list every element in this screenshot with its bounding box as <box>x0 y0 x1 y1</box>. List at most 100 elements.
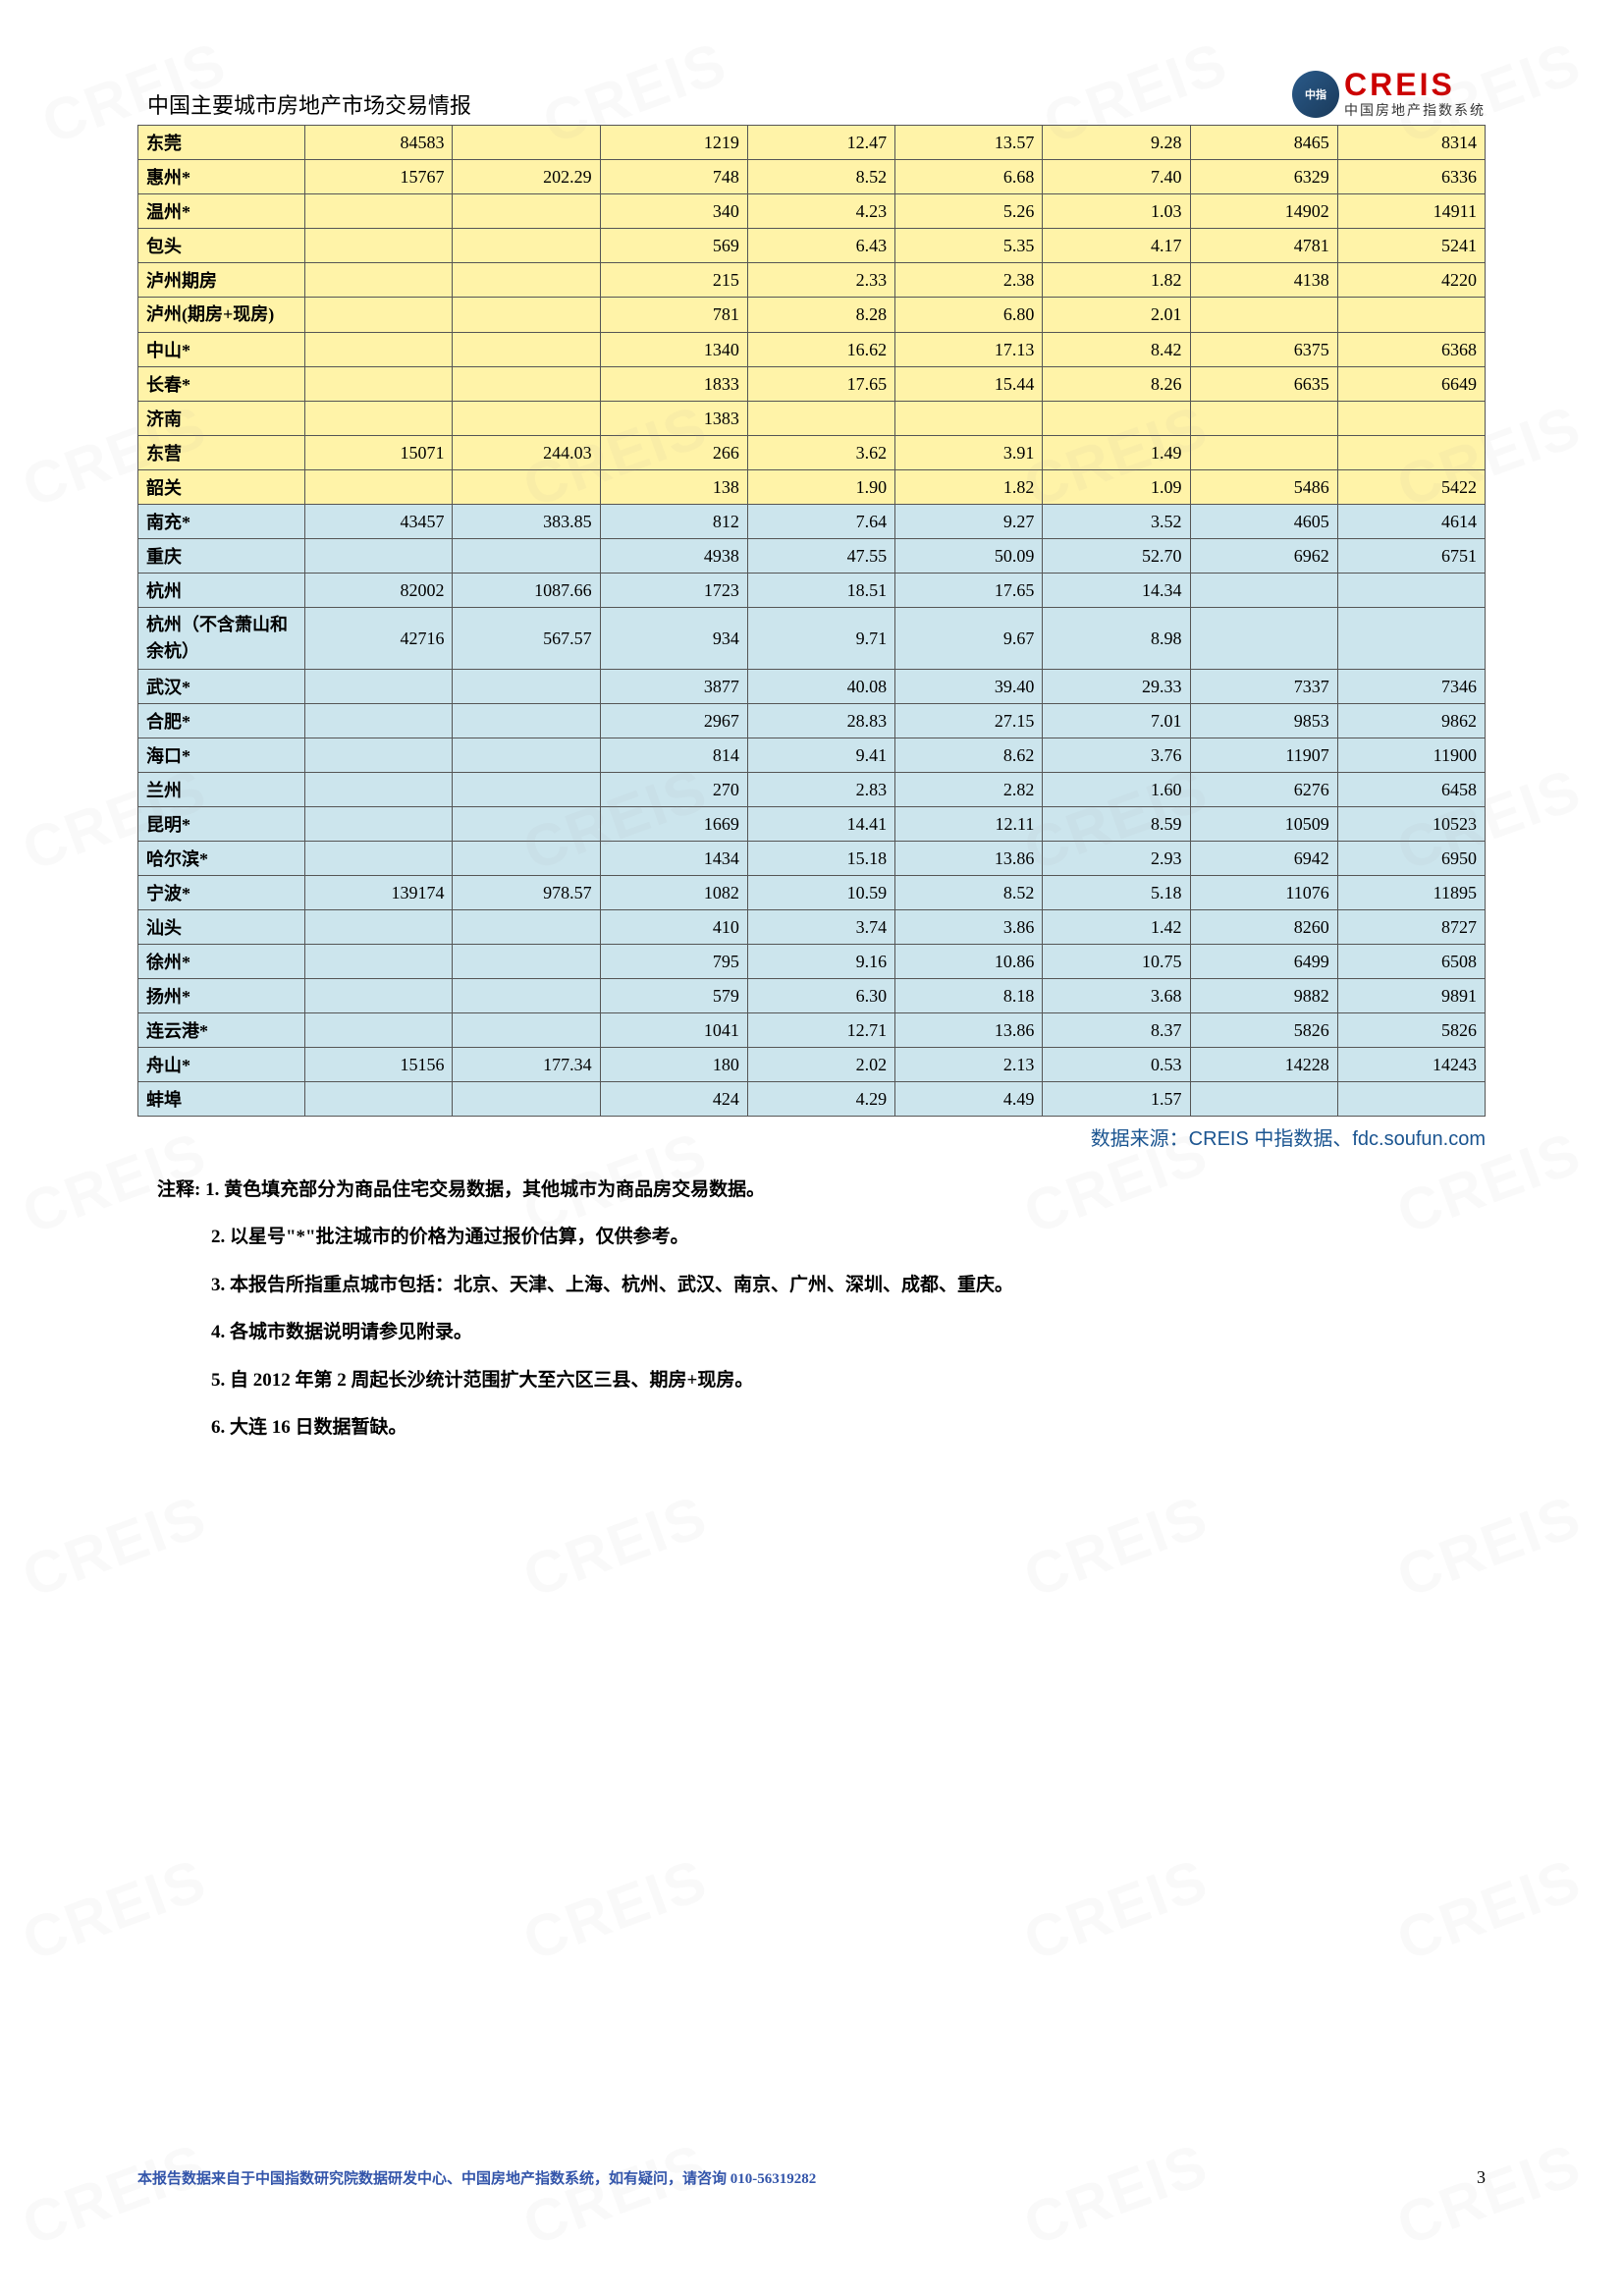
logo-sub: 中国房地产指数系统 <box>1344 100 1486 120</box>
city-name-cell: 兰州 <box>138 773 305 807</box>
data-cell: 28.83 <box>747 704 894 738</box>
data-cell: 10509 <box>1190 807 1337 842</box>
data-cell <box>305 194 453 229</box>
data-cell: 10.75 <box>1043 945 1190 979</box>
data-cell: 4605 <box>1190 505 1337 539</box>
data-cell: 202.29 <box>453 160 600 194</box>
data-cell: 17.13 <box>895 333 1043 367</box>
watermark-icon: CREIS <box>14 1845 215 1974</box>
data-cell: 6458 <box>1337 773 1485 807</box>
data-cell: 18.51 <box>747 574 894 608</box>
data-cell: 579 <box>600 979 747 1013</box>
city-name-cell: 杭州（不含萧山和余杭） <box>138 608 305 670</box>
data-cell: 13.86 <box>895 1013 1043 1048</box>
data-cell: 6329 <box>1190 160 1337 194</box>
data-cell: 12.11 <box>895 807 1043 842</box>
data-cell <box>453 539 600 574</box>
data-cell: 8.62 <box>895 738 1043 773</box>
city-name-cell: 海口* <box>138 738 305 773</box>
data-cell: 3.74 <box>747 910 894 945</box>
data-cell: 47.55 <box>747 539 894 574</box>
data-cell <box>305 229 453 263</box>
data-cell <box>305 842 453 876</box>
data-cell <box>453 229 600 263</box>
data-cell: 14228 <box>1190 1048 1337 1082</box>
table-row: 东莞84583121912.4713.579.2884658314 <box>138 126 1486 160</box>
city-name-cell: 韶关 <box>138 470 305 505</box>
data-cell: 8.59 <box>1043 807 1190 842</box>
table-row: 海口*8149.418.623.761190711900 <box>138 738 1486 773</box>
data-cell: 7.64 <box>747 505 894 539</box>
table-row: 南充*43457383.858127.649.273.5246054614 <box>138 505 1486 539</box>
watermark-icon: CREIS <box>1015 2130 1217 2259</box>
data-cell: 17.65 <box>747 367 894 402</box>
data-cell: 1.82 <box>895 470 1043 505</box>
data-cell: 2.13 <box>895 1048 1043 1082</box>
watermark-icon: CREIS <box>1388 1482 1590 1611</box>
data-cell <box>1043 402 1190 436</box>
data-cell: 13.86 <box>895 842 1043 876</box>
data-cell: 6962 <box>1190 539 1337 574</box>
data-cell: 8.52 <box>747 160 894 194</box>
data-cell: 8314 <box>1337 126 1485 160</box>
data-cell <box>453 738 600 773</box>
data-cell: 138 <box>600 470 747 505</box>
data-cell: 7337 <box>1190 670 1337 704</box>
data-cell: 1383 <box>600 402 747 436</box>
data-cell: 39.40 <box>895 670 1043 704</box>
data-cell: 29.33 <box>1043 670 1190 704</box>
city-name-cell: 昆明* <box>138 807 305 842</box>
data-cell: 266 <box>600 436 747 470</box>
data-cell: 14.34 <box>1043 574 1190 608</box>
data-cell: 215 <box>600 263 747 298</box>
data-cell: 17.65 <box>895 574 1043 608</box>
city-name-cell: 南充* <box>138 505 305 539</box>
city-name-cell: 惠州* <box>138 160 305 194</box>
data-cell: 8.26 <box>1043 367 1190 402</box>
watermark-icon: CREIS <box>1015 1482 1217 1611</box>
data-cell: 42716 <box>305 608 453 670</box>
data-cell: 1041 <box>600 1013 747 1048</box>
data-cell <box>453 704 600 738</box>
data-cell: 3877 <box>600 670 747 704</box>
table-row: 徐州*7959.1610.8610.7564996508 <box>138 945 1486 979</box>
table-row: 合肥*296728.8327.157.0198539862 <box>138 704 1486 738</box>
city-name-cell: 汕头 <box>138 910 305 945</box>
table-row: 兰州2702.832.821.6062766458 <box>138 773 1486 807</box>
city-name-cell: 蚌埠 <box>138 1082 305 1117</box>
data-cell <box>453 298 600 333</box>
data-cell: 340 <box>600 194 747 229</box>
data-cell <box>453 842 600 876</box>
data-cell: 15071 <box>305 436 453 470</box>
data-cell <box>305 402 453 436</box>
watermark-icon: CREIS <box>1388 2130 1590 2259</box>
watermark-icon: CREIS <box>14 2130 215 2259</box>
data-cell: 1082 <box>600 876 747 910</box>
city-name-cell: 宁波* <box>138 876 305 910</box>
watermark-icon: CREIS <box>1015 1845 1217 1974</box>
table-row: 武汉*387740.0839.4029.3373377346 <box>138 670 1486 704</box>
data-cell: 15.44 <box>895 367 1043 402</box>
data-cell <box>305 1013 453 1048</box>
data-cell: 14911 <box>1337 194 1485 229</box>
data-cell: 82002 <box>305 574 453 608</box>
city-name-cell: 东莞 <box>138 126 305 160</box>
city-name-cell: 温州* <box>138 194 305 229</box>
table-row: 济南1383 <box>138 402 1486 436</box>
data-cell: 50.09 <box>895 539 1043 574</box>
city-name-cell: 长春* <box>138 367 305 402</box>
data-cell: 9.67 <box>895 608 1043 670</box>
data-cell <box>305 910 453 945</box>
data-cell: 14902 <box>1190 194 1337 229</box>
data-cell <box>453 367 600 402</box>
data-cell <box>1190 402 1337 436</box>
data-cell: 1434 <box>600 842 747 876</box>
data-cell <box>453 470 600 505</box>
city-name-cell: 哈尔滨* <box>138 842 305 876</box>
data-cell <box>305 773 453 807</box>
table-row: 蚌埠4244.294.491.57 <box>138 1082 1486 1117</box>
data-cell: 40.08 <box>747 670 894 704</box>
data-cell: 383.85 <box>453 505 600 539</box>
data-cell: 812 <box>600 505 747 539</box>
table-row: 重庆493847.5550.0952.7069626751 <box>138 539 1486 574</box>
